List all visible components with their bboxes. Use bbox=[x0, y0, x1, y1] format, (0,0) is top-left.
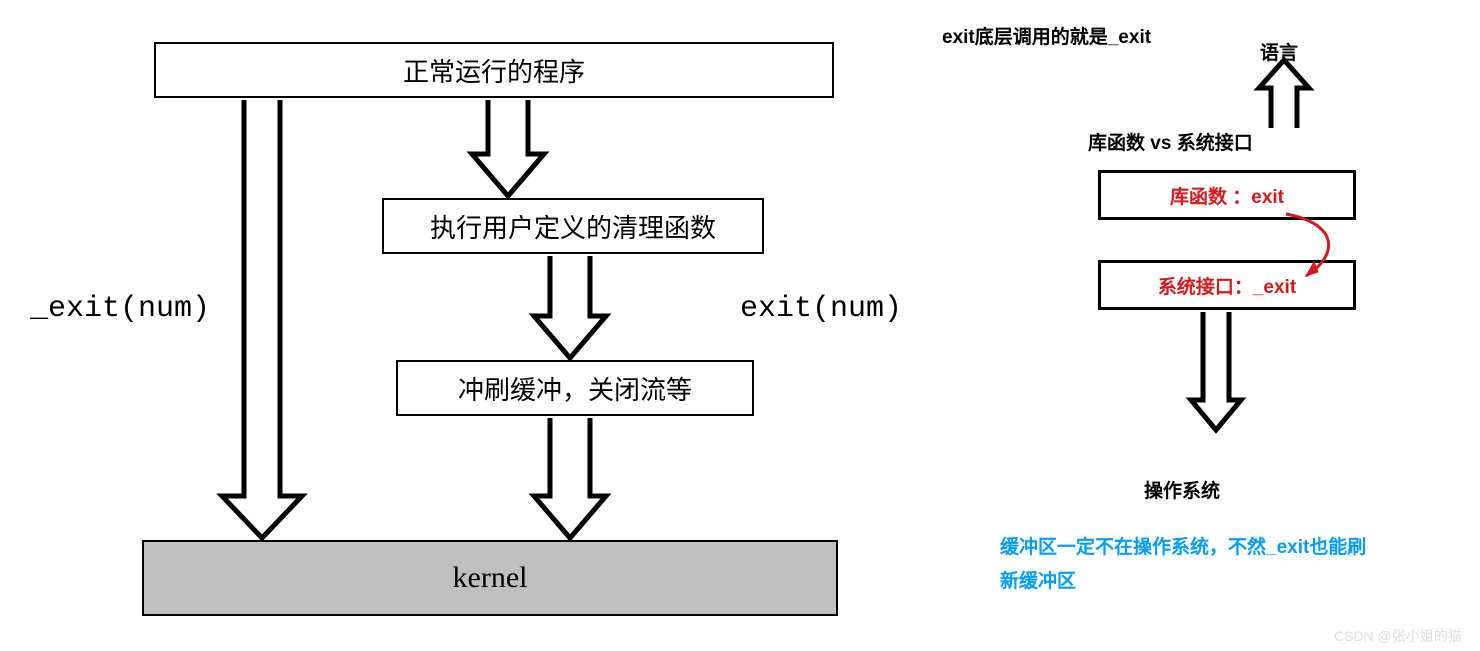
arrow-red-curve bbox=[1286, 214, 1329, 276]
arrows-svg bbox=[0, 0, 1480, 651]
arrow-up-language bbox=[1259, 60, 1309, 128]
arrow-a3 bbox=[534, 418, 606, 538]
arrow-down-os bbox=[1191, 312, 1241, 430]
arrow-a2 bbox=[534, 256, 606, 358]
arrow-exit-underscore bbox=[222, 100, 302, 538]
arrow-a1 bbox=[472, 100, 544, 196]
